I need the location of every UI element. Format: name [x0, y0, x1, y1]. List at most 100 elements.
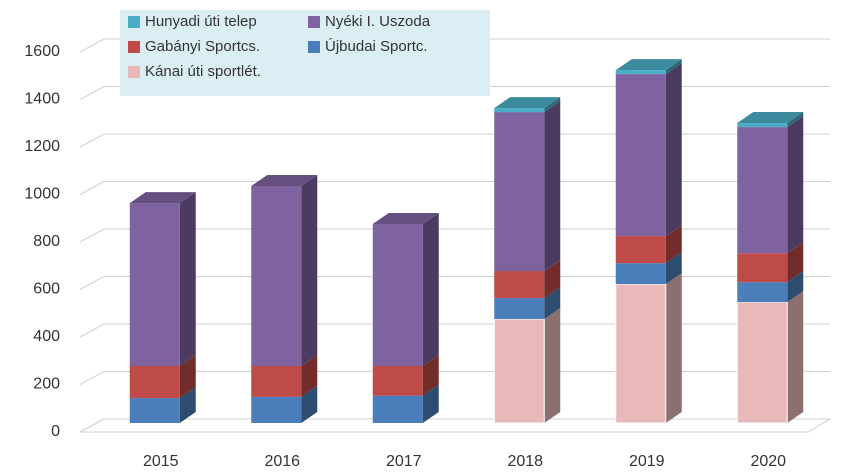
bar-segment: [372, 355, 439, 396]
bar-front: [129, 203, 180, 366]
bar-side: [544, 101, 561, 271]
legend-swatch: [128, 16, 140, 28]
legend-label: Nyéki I. Uszoda: [325, 13, 431, 30]
y-tick-label: 800: [33, 233, 60, 250]
x-tick-label: 2017: [386, 453, 422, 470]
bar-segment: [615, 63, 682, 237]
y-tick-label: 0: [51, 423, 60, 440]
bar-front: [251, 366, 302, 397]
y-tick-label: 1200: [24, 138, 60, 155]
bar-side: [665, 63, 682, 237]
bar-side: [422, 212, 439, 366]
bar-segment: [615, 225, 682, 264]
bar-top: [615, 59, 682, 71]
bar-segment: [494, 97, 561, 113]
bar-segment: [615, 273, 682, 424]
bar-top: [737, 112, 804, 124]
legend-swatch: [128, 66, 140, 78]
bar-front: [494, 112, 545, 271]
legend-label: Kánai úti sportlét.: [145, 63, 261, 80]
bar-front: [129, 366, 180, 399]
bar-side: [422, 384, 439, 423]
bar-top: [129, 192, 196, 204]
legend-box: [120, 10, 490, 96]
bar-side: [787, 242, 804, 283]
bar-side: [422, 355, 439, 396]
bar-front: [129, 398, 180, 423]
grid-line: [79, 86, 830, 100]
bar-segment: [129, 192, 196, 366]
bar-front: [737, 123, 788, 128]
bar-front: [737, 127, 788, 254]
bar-side: [544, 260, 561, 299]
bar-segment: [372, 384, 439, 423]
legend: Hunyadi úti telep Nyéki I. Uszoda Gabányi …: [120, 10, 490, 96]
y-tick-label: 200: [33, 376, 60, 393]
grid-line: [79, 323, 830, 338]
bar-segment: [251, 174, 318, 366]
bar-front: [615, 236, 666, 264]
x-tick-label: 2015: [143, 453, 179, 470]
x-tick-label: 2018: [507, 453, 543, 470]
bar-segment: [129, 355, 196, 399]
bar-side: [179, 387, 196, 423]
bar-front: [372, 395, 423, 423]
bar-front: [494, 298, 545, 319]
bar-segment: [737, 112, 804, 128]
x-tick-label: 2020: [750, 453, 786, 470]
grid-line: [79, 228, 830, 243]
bar-segment: [494, 260, 561, 299]
grid-line: [79, 38, 830, 53]
bar-side: [179, 355, 196, 399]
bar-side: [787, 116, 804, 254]
bar-front: [494, 271, 545, 299]
bar-side: [544, 287, 561, 319]
legend-label: Újbudai Sportc.: [325, 38, 428, 55]
y-tick-label: 1400: [24, 91, 60, 108]
bar-side: [301, 174, 318, 366]
bar-segment: [615, 252, 682, 285]
bar-front: [737, 253, 788, 283]
bar-front: [737, 282, 788, 303]
y-tick-label: 1000: [24, 186, 60, 203]
legend-label: Hunyadi úti telep: [145, 13, 257, 30]
bar-front: [251, 185, 302, 366]
bar-segment: [494, 101, 561, 271]
bar-side: [665, 252, 682, 285]
grid-line: [79, 418, 830, 433]
y-tick-label: 400: [33, 328, 60, 345]
x-tick-label: 2019: [629, 453, 665, 470]
bar-front: [615, 70, 666, 75]
legend-swatch: [308, 16, 320, 28]
bar-segment: [251, 385, 318, 423]
bar-front: [251, 396, 302, 423]
bar-top: [251, 174, 318, 186]
bar-front: [493, 318, 545, 424]
legend-label: Gabányi Sportcs.: [145, 38, 260, 55]
bar-segment: [493, 307, 561, 424]
y-tick-label: 1600: [24, 43, 60, 60]
bar-side: [787, 291, 804, 423]
grid-line: [79, 371, 830, 385]
bar-side: [544, 97, 561, 113]
bar-segment: [615, 59, 682, 75]
bar-front: [615, 283, 667, 424]
grid-line: [79, 276, 830, 290]
legend-swatch: [308, 41, 320, 53]
bar-side: [665, 225, 682, 264]
bar-front: [736, 301, 788, 424]
floor: [79, 418, 832, 433]
bar-side: [787, 112, 804, 128]
bar-segment: [736, 291, 804, 424]
bar-side: [787, 271, 804, 303]
bar-side: [665, 59, 682, 75]
y-tick-label: 600: [33, 281, 60, 298]
bar-segment: [737, 271, 804, 303]
legend-swatch: [128, 41, 140, 53]
bar-front: [615, 263, 666, 285]
bar-top: [372, 212, 439, 224]
bar-side: [179, 192, 196, 366]
x-tick-label: 2016: [264, 453, 300, 470]
bar-side: [544, 307, 561, 423]
